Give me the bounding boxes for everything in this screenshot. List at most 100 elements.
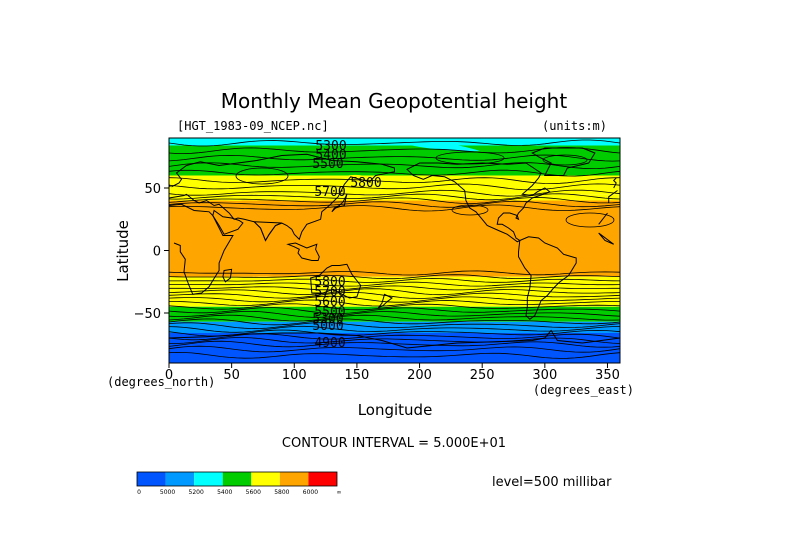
contour-line-23 (169, 311, 620, 318)
contour-line-26 (169, 322, 620, 330)
contour-line-20 (169, 299, 620, 307)
contour-line-33 (169, 351, 620, 359)
colorbar-swatch-2 (194, 472, 223, 486)
contour-label-3: 5800 (350, 176, 381, 191)
colorbar-legend: 0 5000 5200 5400 5600 5800 6000 ∞ (136, 471, 342, 496)
contour-line-0 (169, 139, 620, 147)
contour-label-4: 5700 (314, 185, 345, 200)
contour-label-1: 5400 (315, 148, 346, 163)
coastline-madagascar (222, 268, 233, 283)
x-tick-label-3: 150 (345, 368, 370, 383)
band-4 (169, 200, 620, 277)
contour-line-16 (169, 285, 620, 291)
contour-line-32 (169, 345, 620, 353)
contour-label-5: 5800 (314, 275, 345, 290)
x-axis-ticks: 0 50 100 150 200 250 300 350 (165, 363, 620, 383)
coastline-namerica (406, 162, 551, 243)
colorbar-label-5: 5800 (274, 489, 289, 496)
colorbar-label-7: ∞ (337, 489, 342, 496)
colorbar-label-1: 5000 (160, 489, 175, 496)
coastline-australia (310, 263, 362, 299)
colorbar-label-0: 0 (137, 489, 141, 496)
coastline-arabia (212, 209, 244, 235)
colorbar-swatch-4 (251, 472, 280, 486)
contour-label-2: 5500 (312, 157, 343, 172)
units-label: (units:m) (542, 119, 607, 133)
colorbar-swatch-1 (165, 472, 195, 486)
band-6 (169, 293, 620, 307)
contour-line-28 (169, 329, 620, 337)
x-tick-label-7: 350 (595, 368, 620, 383)
band-0 (169, 138, 620, 146)
colorbar-swatch-0 (137, 472, 166, 486)
contour-line-22 (169, 307, 620, 315)
contour-line-25 (169, 318, 620, 326)
coastline-samerica (518, 236, 577, 320)
contour-line-27 (169, 325, 620, 333)
colorbar-label-4: 5600 (246, 489, 261, 496)
x-tick-label-1: 50 (223, 368, 240, 383)
contour-line-13 (169, 274, 620, 280)
contour-line-19 (169, 295, 620, 303)
contour-line-1 (169, 147, 620, 154)
contour-label-8: 5500 (314, 305, 345, 320)
contour-line-5 (169, 177, 620, 185)
y-tick-label-1: 0 (153, 245, 161, 260)
contour-line-2 (169, 154, 620, 162)
colorbar-label-6: 6000 (303, 489, 318, 496)
contour-loop-1 (542, 154, 588, 166)
contour-line-14 (169, 277, 620, 283)
coastline-antarctica (169, 329, 620, 349)
contour-line-12 (169, 270, 620, 276)
band-cyan-blob (390, 140, 480, 152)
colorbar-swatch-5 (279, 472, 309, 486)
dataset-label: [HGT_1983-09_NCEP.nc] (177, 119, 329, 133)
contour-lines (169, 139, 620, 359)
contour-label-10: 5000 (312, 319, 343, 334)
contour-label-7: 5600 (314, 295, 345, 310)
contour-interval-text: CONTOUR INTERVAL = 5.000E+01 (282, 436, 506, 451)
contour-line-15 (169, 281, 620, 287)
coastline-india (252, 221, 282, 242)
contour-label-11: 4900 (314, 336, 345, 351)
band-7 (169, 306, 620, 322)
contour-line-7 (169, 189, 620, 197)
x-unit-right: (degrees_east) (533, 383, 634, 397)
x-tick-label-4: 200 (407, 368, 432, 383)
contour-line-8 (169, 193, 620, 201)
x-tick-label-5: 250 (470, 368, 495, 383)
contour-line-6 (169, 183, 620, 191)
contour-line-11 (169, 204, 620, 212)
coastline-africa (169, 203, 615, 295)
x-tick-label-0: 0 (165, 368, 173, 383)
contour-line-18 (169, 291, 620, 299)
contour-line-9 (169, 197, 620, 205)
coastline-greenland (531, 147, 596, 176)
coastline-seasia (286, 242, 320, 261)
contour-loop-3 (565, 212, 615, 228)
y-tick-label-2: −50 (134, 307, 161, 322)
contour-label-0: 5300 (315, 139, 346, 154)
contour-line-17 (169, 288, 620, 296)
map-plot: 5300540055005800570058005700560055005300… (169, 138, 620, 363)
contour-label-6: 5700 (314, 285, 345, 300)
y-axis-ticks: 50 0 −50 (134, 182, 169, 322)
band-3 (169, 194, 620, 201)
colorbar-label-3: 5400 (217, 489, 232, 496)
level-text: level=500 millibar (492, 475, 612, 490)
colorbar-swatch-6 (308, 472, 337, 486)
coastline-japan (331, 194, 348, 213)
contour-label-9: 5300 (312, 312, 343, 327)
chart-title: Monthly Mean Geopotential height (221, 89, 568, 113)
colorbar-label-2: 5200 (189, 489, 204, 496)
contour-loop-2 (235, 167, 289, 185)
contour-line-4 (169, 169, 620, 177)
contour-line-21 (169, 303, 620, 311)
y-axis-title: Latitude (114, 220, 132, 282)
contour-line-10 (169, 200, 620, 208)
x-tick-label-2: 100 (282, 368, 307, 383)
contour-line-31 (169, 340, 620, 348)
coastline-newzealand (377, 293, 393, 309)
contour-line-24 (169, 314, 620, 322)
